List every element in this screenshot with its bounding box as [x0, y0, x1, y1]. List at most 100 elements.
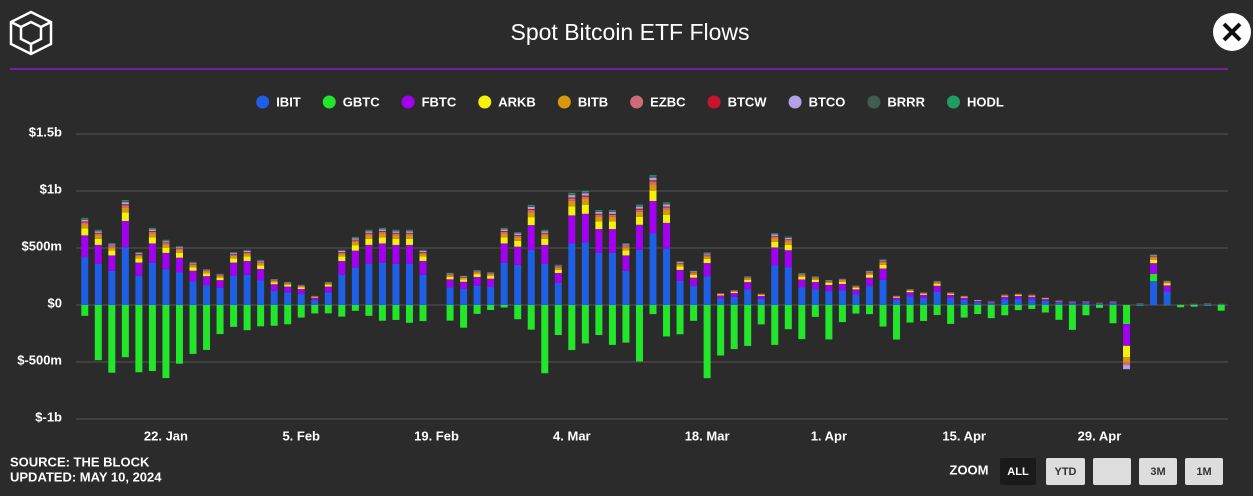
bar-segment [1150, 273, 1158, 282]
legend-marker[interactable] [788, 95, 802, 109]
bar-segment [284, 305, 292, 325]
bar-segment [811, 289, 819, 305]
bar-segment [460, 305, 468, 328]
legend-marker[interactable] [707, 95, 721, 109]
bar-segment [757, 294, 765, 295]
zoom-button-label[interactable]: 1M [1196, 466, 1211, 478]
bar-segment [216, 275, 224, 277]
bar-segment [365, 232, 373, 234]
bar-segment [135, 254, 143, 256]
bar-segment [1014, 295, 1022, 299]
legend-label[interactable]: ARKB [498, 94, 536, 109]
bar-segment [717, 305, 725, 356]
bar-segment [324, 284, 332, 287]
legend-marker[interactable] [401, 95, 415, 109]
bar-segment [608, 213, 616, 215]
bar-segment [852, 294, 860, 305]
bar-segment [1150, 255, 1158, 257]
bar-segment [108, 243, 116, 245]
bar-segment [243, 256, 251, 261]
bar-segment [514, 235, 522, 236]
bar-segment [622, 244, 630, 246]
bar-segment [690, 274, 698, 278]
bar-segment [784, 267, 792, 305]
legend-label[interactable]: BRRR [887, 94, 925, 109]
bar-segment [771, 305, 779, 345]
legend-marker[interactable] [630, 95, 644, 109]
bar-segment [162, 240, 170, 242]
bar-segment [297, 305, 305, 318]
bar-segment [608, 229, 616, 253]
bar-segment [974, 300, 982, 303]
bar-segment [270, 284, 278, 291]
x-tick-label: 4. Mar [553, 428, 591, 443]
bar-segment [825, 281, 833, 283]
bar-segment [676, 263, 684, 265]
bar-segment [446, 279, 454, 288]
bar-segment [338, 256, 346, 261]
bar-segment [175, 248, 183, 249]
legend-label[interactable]: BTCO [809, 94, 846, 109]
legend-label[interactable]: FBTC [422, 94, 457, 109]
bar-segment [893, 305, 901, 340]
bar-segment [243, 253, 251, 257]
bar-segment [446, 275, 454, 277]
bar-segment [554, 305, 562, 335]
legend-marker[interactable] [322, 95, 336, 109]
bar-segment [284, 286, 292, 293]
bar-segment [121, 202, 129, 205]
bar-segment [933, 285, 941, 292]
zoom-button[interactable] [1046, 458, 1085, 485]
legend-label[interactable]: HODL [967, 94, 1004, 109]
bar-segment [608, 210, 616, 212]
bar-segment [595, 214, 603, 217]
bar-segment [94, 235, 102, 239]
bar-segment [771, 247, 779, 266]
zoom-button-label[interactable]: 3M [1150, 466, 1165, 478]
legend-label[interactable]: EZBC [650, 94, 686, 109]
bar-segment [392, 305, 400, 320]
legend-label[interactable]: BTCW [728, 94, 768, 109]
bar-segment [175, 257, 183, 273]
zoom-button[interactable] [1139, 458, 1177, 485]
close-button[interactable] [1213, 13, 1251, 51]
legend-marker[interactable] [256, 95, 270, 109]
legend-label[interactable]: BITB [578, 94, 608, 109]
bar-segment [243, 252, 251, 253]
legend-marker[interactable] [557, 95, 571, 109]
bar-segment [649, 181, 657, 185]
bar-segment [527, 204, 535, 206]
bar-segment [189, 265, 197, 268]
bar-segment [852, 289, 860, 295]
bar-segment [500, 231, 508, 232]
bar-segment [852, 286, 860, 288]
zoom-button[interactable] [1093, 458, 1131, 485]
bar-segment [920, 298, 928, 305]
bar-segment [148, 237, 156, 244]
bar-segment [608, 216, 616, 222]
zoom-button-label[interactable]: ALL [1007, 466, 1029, 478]
legend-label[interactable]: IBIT [276, 94, 301, 109]
y-tick-label: $-1b [35, 409, 62, 424]
legend-label[interactable]: GBTC [343, 94, 380, 109]
bar-segment [324, 283, 332, 285]
bar-segment [216, 305, 224, 335]
bar-segment [771, 238, 779, 242]
legend-marker[interactable] [946, 95, 960, 109]
bar-segment [676, 264, 684, 267]
bar-segment [635, 224, 643, 250]
bar-segment [81, 235, 89, 258]
bar-segment [378, 228, 386, 230]
bar-segment [865, 277, 873, 287]
bar-segment [784, 241, 792, 245]
legend-marker[interactable] [478, 95, 492, 109]
bar-segment [1041, 300, 1049, 305]
zoom-button[interactable] [1185, 458, 1223, 485]
bar-segment [554, 265, 562, 267]
legend-marker[interactable] [867, 95, 881, 109]
zoom-button[interactable] [1000, 458, 1036, 485]
zoom-button-label[interactable]: YTD [1055, 466, 1077, 478]
bar-segment [135, 254, 143, 255]
bar-segment [338, 250, 346, 251]
bar-segment [378, 243, 386, 263]
